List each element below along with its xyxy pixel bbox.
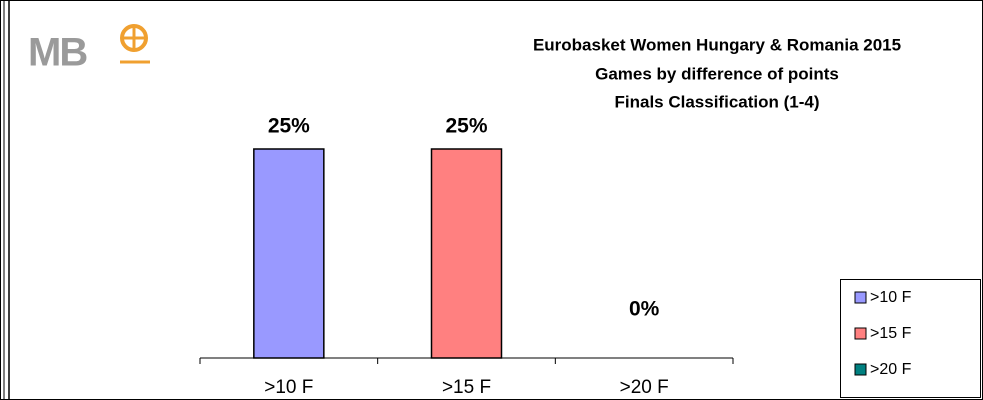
x-tick-label: >10 F [264,377,313,398]
bar [253,148,325,359]
legend-label: >10 F [870,289,912,306]
legend-swatch [854,363,867,376]
value-label: 25% [445,115,487,138]
x-tick-label: >20 F [620,377,669,398]
legend-swatch [854,327,867,340]
legend-swatch [854,291,867,304]
bar [430,148,503,359]
value-label: 25% [268,115,310,138]
chart-title: Eurobasket Women Hungary & Romania 2015 [533,35,901,54]
value-label: 0% [629,298,660,321]
chart-subtitle: Games by difference of points [595,64,839,83]
x-tick-label: >15 F [442,377,491,398]
logo: MB [28,24,150,75]
logo-text: MB [28,31,87,75]
legend-label: >20 F [870,361,912,378]
legend-label: >15 F [870,325,912,342]
chart-subtitle: Finals Classification (1-4) [615,92,820,111]
